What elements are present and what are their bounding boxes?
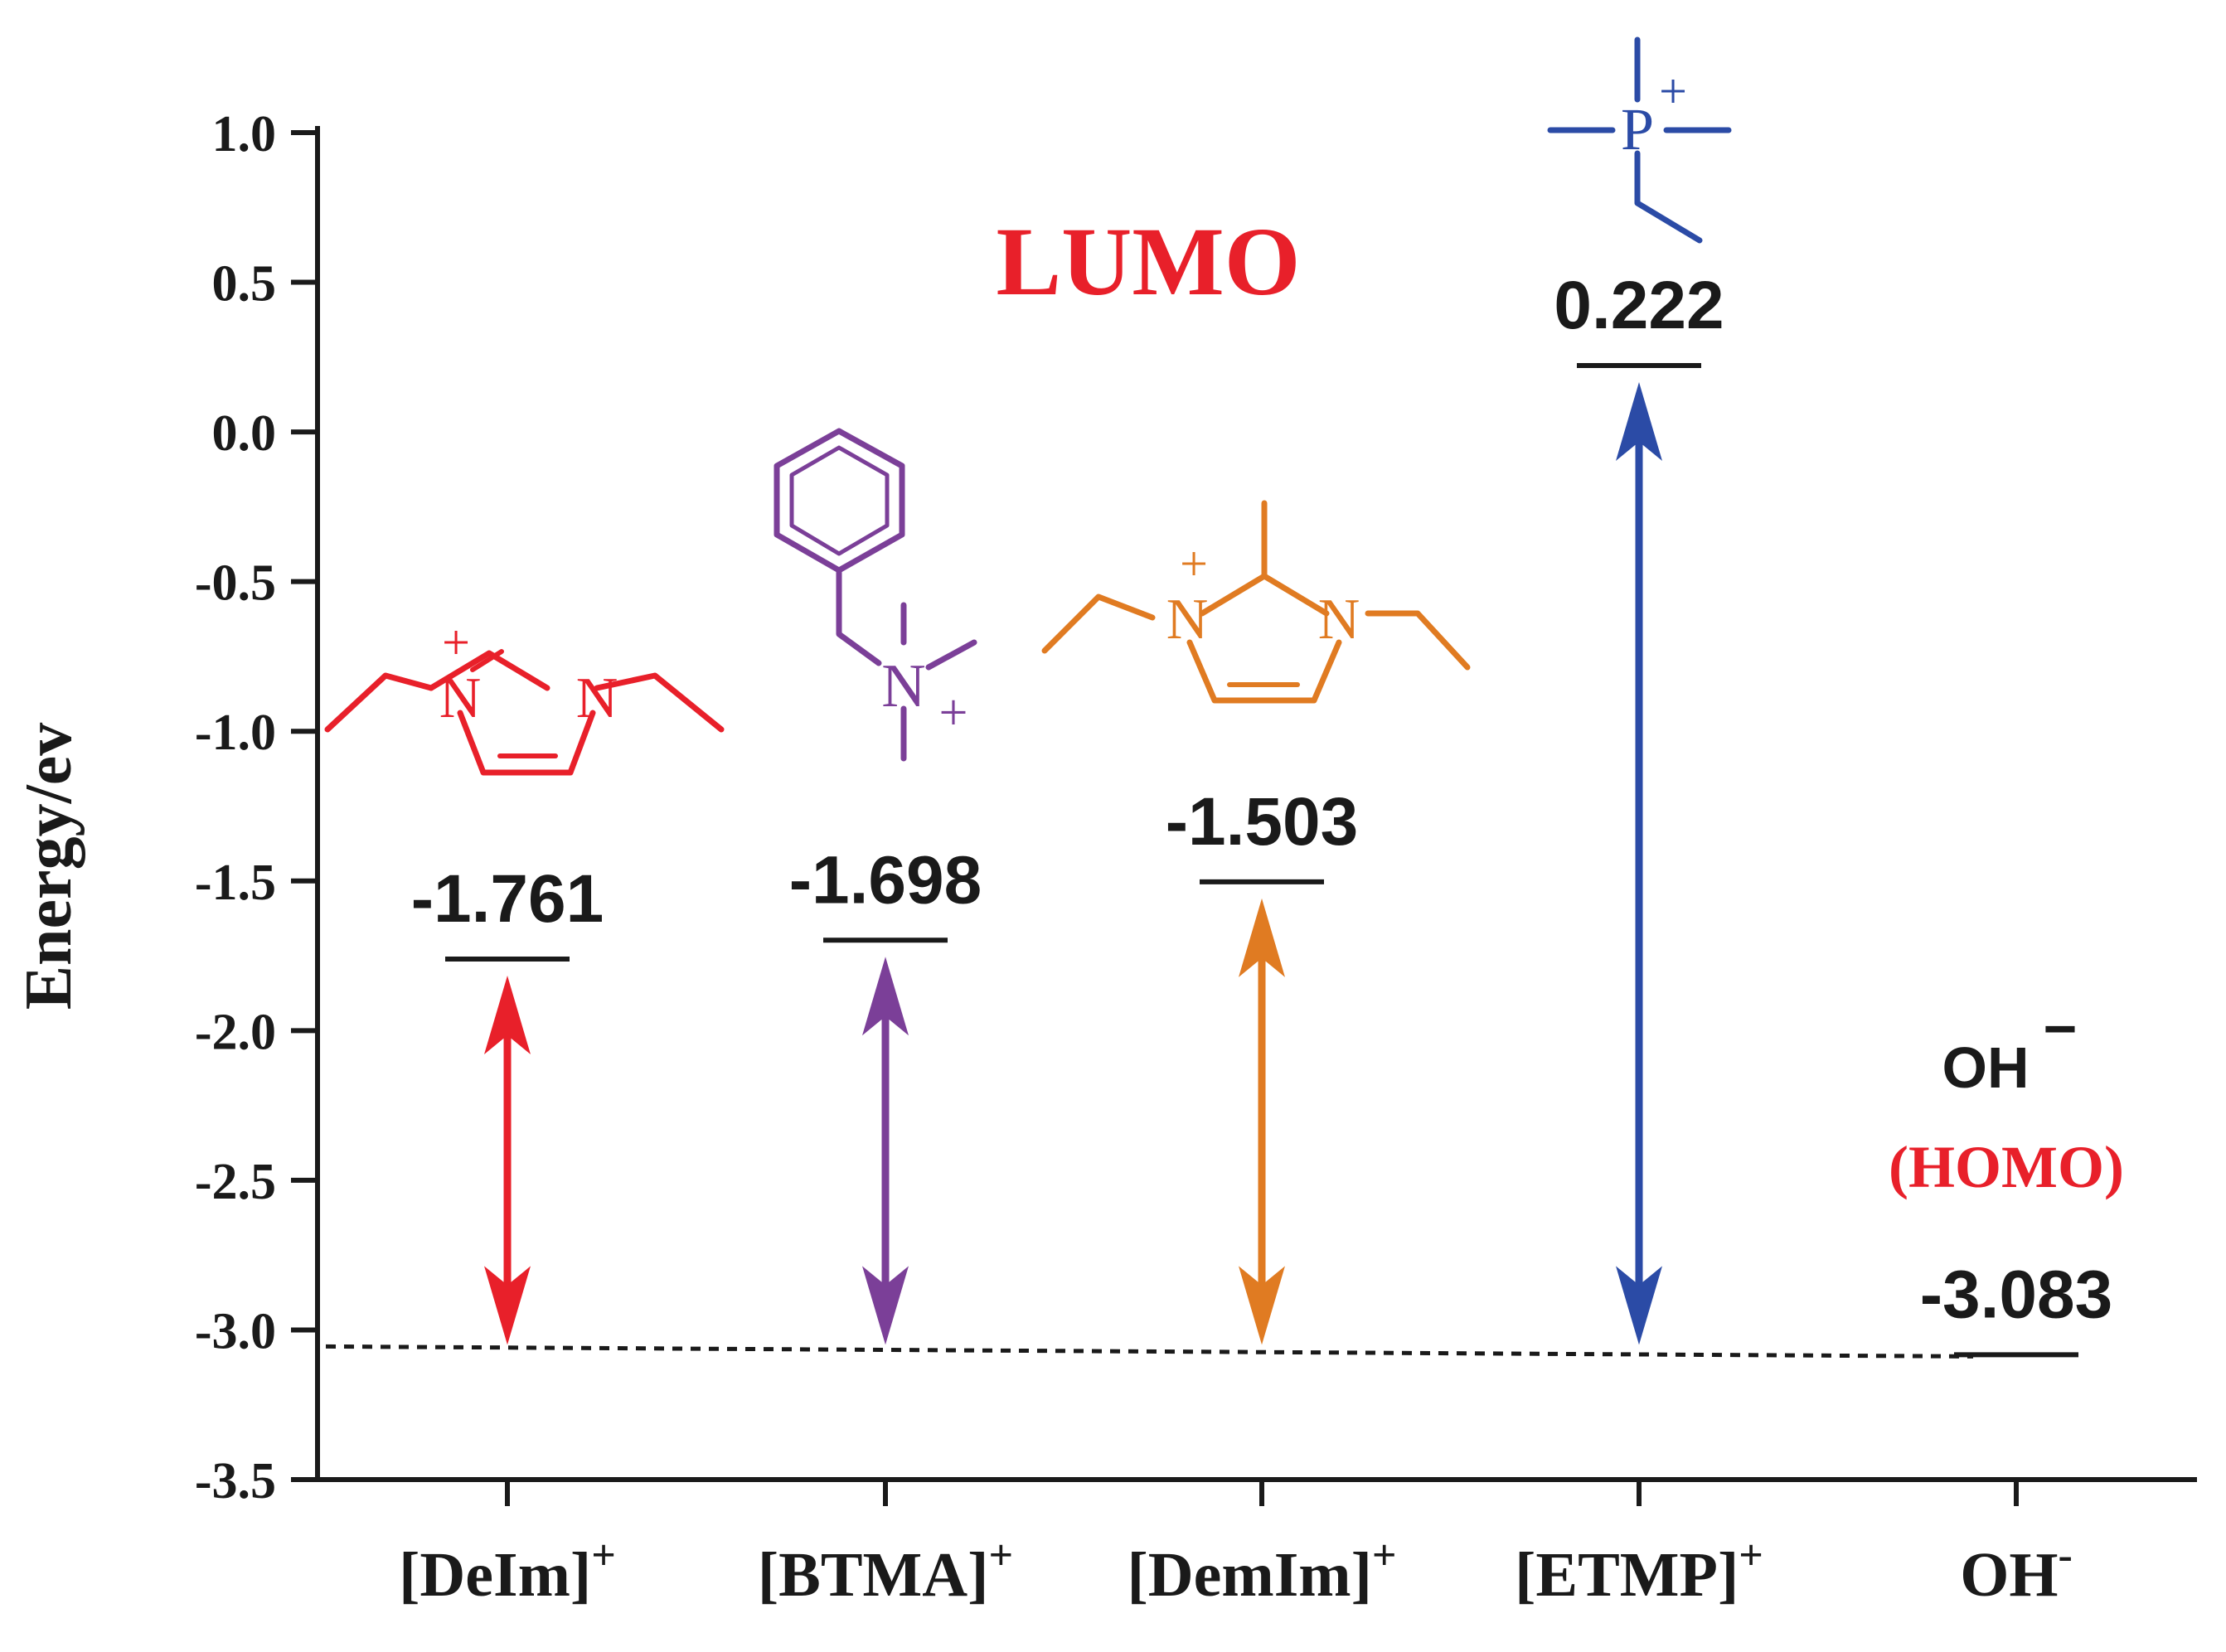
oh-species-label: OH [1942, 1035, 2030, 1100]
homo-reference-line [325, 1344, 1974, 1359]
homo-tag-label: (HOMO) [1889, 1134, 2124, 1200]
bond [1365, 610, 1471, 671]
x-tick-label: [ETMP]+ [1515, 1532, 1763, 1610]
bond [789, 445, 890, 556]
charge-plus: + [1180, 536, 1208, 591]
energy-gap-arrows [484, 381, 1662, 1345]
structure-etmp: P+ [1547, 36, 1732, 244]
gap-arrow-head-down [484, 1266, 531, 1345]
energy-value-label: -1.761 [411, 861, 604, 937]
bond [774, 428, 905, 574]
energy-levels: -1.761 -1.698 -1.503 0.222 -3.083 [411, 268, 2113, 1358]
bond [457, 710, 596, 776]
gap-arrow-head-up [484, 976, 531, 1055]
y-tick-label: -0.5 [195, 555, 276, 612]
bond [925, 639, 977, 671]
gap-arrow-head-down [862, 1266, 909, 1345]
y-tick-label: -1.0 [195, 705, 276, 761]
bond [594, 672, 725, 733]
y-axis-ticks: 1.0 0.5 0.0 -0.5 -1.0 -1.5 -2.0 -2.5 -3.0 -3.5 [195, 106, 318, 1509]
homo-dotted-line [325, 1344, 1974, 1359]
gap-arrow-head-up [1616, 381, 1662, 461]
lumo-title: LUMO [996, 207, 1300, 316]
atom-n: N [1318, 588, 1360, 652]
x-tick-label: [DemIm]+ [1127, 1532, 1396, 1610]
gap-arrow-head-down [1616, 1266, 1662, 1345]
y-tick-label: 0.5 [212, 256, 277, 312]
structure-demim: N N+ [1041, 500, 1471, 704]
x-tick-label: OH- [1960, 1532, 2073, 1610]
y-tick-label: -3.5 [195, 1453, 276, 1509]
atom-p: P [1621, 96, 1654, 162]
y-tick-label: -1.5 [195, 855, 276, 911]
molecular-structures: N N+N +N N+P+ [324, 36, 1732, 776]
structure-deim: N N+ [324, 615, 725, 776]
energy-value-label: -1.503 [1166, 784, 1359, 860]
y-axis-label: Energy/ev [12, 723, 85, 1010]
bond [470, 649, 504, 672]
atom-n: N [576, 666, 618, 730]
y-tick-label: -2.0 [195, 1004, 276, 1060]
energy-value-label: -1.698 [789, 842, 982, 918]
bond [1041, 593, 1156, 654]
y-tick-label: 0.0 [212, 405, 277, 462]
atom-n: N [439, 666, 482, 730]
charge-plus: + [1659, 64, 1687, 119]
energy-value-label: 0.222 [1554, 268, 1724, 343]
x-tick-label: [DeIm]+ [399, 1532, 616, 1610]
charge-plus: + [939, 685, 968, 741]
gap-arrow-head-down [1239, 1266, 1285, 1345]
energy-value-label: -3.083 [1920, 1257, 2113, 1332]
axes [315, 126, 2197, 1482]
atom-n: N [881, 652, 925, 720]
gap-arrow-head-up [862, 957, 909, 1036]
x-axis-categories: [DeIm]+ [BTMA]+ [DemIm]+ [ETMP]+ OH- [399, 1480, 2073, 1610]
y-tick-label: 1.0 [212, 106, 277, 162]
bond [324, 672, 434, 733]
bond [428, 650, 550, 691]
oh-homo-annotation: OH− (HOMO) [1889, 996, 2124, 1200]
structure-btma: N + [774, 428, 977, 762]
atom-n: N [1166, 588, 1209, 652]
bond [1634, 150, 1703, 244]
charge-plus: + [442, 615, 470, 670]
bond [1199, 573, 1330, 617]
bond [836, 567, 882, 666]
x-tick-label: [BTMA]+ [758, 1532, 1013, 1610]
y-tick-label: -2.5 [195, 1154, 276, 1210]
y-tick-label: -3.0 [195, 1303, 276, 1359]
oh-charge-label: − [2044, 996, 2078, 1061]
bond [1186, 639, 1342, 704]
gap-arrow-head-up [1239, 898, 1285, 977]
